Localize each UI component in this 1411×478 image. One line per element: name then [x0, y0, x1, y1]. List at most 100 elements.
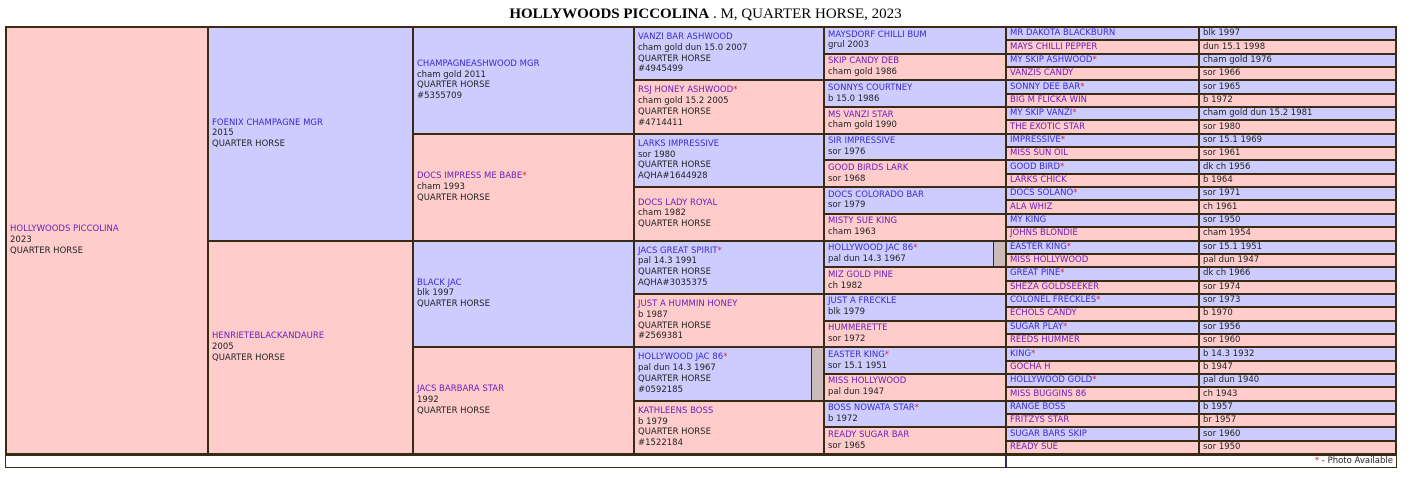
horse-link[interactable]: JUST A FRECKLE: [828, 296, 897, 307]
horse-link[interactable]: IMPRESSIVE: [1010, 135, 1061, 146]
horse-link[interactable]: DOCS LADY ROYAL: [638, 197, 718, 208]
horse-link[interactable]: JACS GREAT SPIRIT: [638, 245, 718, 256]
horse-link[interactable]: HOLLYWOODS PICCOLINA: [10, 224, 119, 235]
horse-link[interactable]: FRITZYS STAR: [1010, 415, 1070, 426]
horse-link[interactable]: HUMMERETTE: [828, 323, 888, 334]
horse-link[interactable]: GREAT PINE: [1010, 268, 1061, 279]
horse-link[interactable]: BOSS NOWATA STAR: [828, 403, 915, 414]
horse-link[interactable]: VANZIS CANDY: [1010, 68, 1074, 79]
horse-link[interactable]: GOOD BIRD: [1010, 161, 1061, 172]
horse-link[interactable]: DOCS IMPRESS ME BABE: [417, 170, 523, 181]
photo-star-icon[interactable]: *: [723, 352, 728, 363]
horse-detail: QUARTER HORSE: [212, 352, 285, 363]
horse-link[interactable]: MY SKIP VANZI: [1010, 108, 1073, 119]
horse-link[interactable]: READY SUE: [1010, 441, 1059, 452]
horse-link[interactable]: THE EXOTIC STAR: [1010, 121, 1085, 132]
horse-link[interactable]: FOENIX CHAMPAGNE MGR: [212, 117, 323, 128]
horse-link[interactable]: HOLLYWOOD JAC 86: [828, 243, 914, 254]
horse-link[interactable]: MIZ GOLD PINE: [828, 269, 893, 280]
horse-link[interactable]: LARKS IMPRESSIVE: [638, 138, 720, 149]
horse-link[interactable]: CHAMPAGNEASHWOOD MGR: [417, 58, 540, 69]
horse-link[interactable]: SHEZA GOLDSEEKER: [1010, 281, 1100, 292]
horse-link[interactable]: SUGAR BARS SKIP: [1010, 428, 1087, 439]
horse-link[interactable]: KATHLEENS BOSS: [638, 405, 714, 416]
horse-link[interactable]: SUGAR PLAY: [1010, 321, 1064, 332]
photo-star-icon[interactable]: *: [1066, 241, 1072, 252]
horse-link[interactable]: ALA WHIZ: [1010, 201, 1053, 212]
pedigree-cell-gen5: SUGAR BARS SKIP: [1006, 427, 1199, 441]
horse-link[interactable]: REEDS HUMMER: [1010, 335, 1080, 346]
horse-link[interactable]: DOCS COLORADO BAR: [828, 189, 924, 200]
horse-link[interactable]: MAYSDORF CHILLI BUM: [828, 29, 927, 40]
horse-link[interactable]: JOHNS BLONDIE: [1010, 228, 1078, 239]
horse-link[interactable]: HOLLYWOOD GOLD: [1010, 375, 1093, 386]
photo-star-icon[interactable]: *: [522, 170, 527, 181]
photo-star-icon[interactable]: *: [1060, 161, 1065, 172]
photo-star-icon[interactable]: *: [913, 243, 918, 254]
horse-link[interactable]: MR DAKOTA BLACKBURN: [1010, 28, 1116, 39]
pedigree-cell-gen4: MISS HOLLYWOOD pal dun 1947: [824, 373, 1006, 401]
horse-link[interactable]: MISS HOLLYWOOD: [828, 376, 907, 387]
horse-link[interactable]: KING: [1010, 348, 1032, 359]
horse-link[interactable]: SKIP CANDY DEB: [828, 56, 900, 67]
photo-star-icon[interactable]: *: [1060, 135, 1065, 146]
horse-link[interactable]: DOCS SOLANO: [1010, 188, 1074, 199]
horse-link[interactable]: GOCHA H: [1010, 361, 1051, 372]
horse-detail: blk 1979: [828, 307, 866, 318]
photo-star-icon[interactable]: *: [1096, 295, 1101, 306]
horse-link[interactable]: JUST A HUMMIN HONEY: [638, 298, 738, 309]
pedigree-cell-gen5: MY SKIP VANZI*: [1006, 107, 1199, 121]
pedigree-cell-gen5: COLONEL FRECKLES*: [1006, 293, 1199, 308]
horse-link[interactable]: COLONEL FRECKLES: [1010, 295, 1097, 306]
horse-link[interactable]: MISS SUN OIL: [1010, 148, 1068, 159]
horse-link[interactable]: MISTY SUE KING: [828, 216, 898, 227]
pedigree-cell-gen4: SONNYS COURTNEY b 15.0 1986: [824, 80, 1006, 108]
horse-link[interactable]: BIG M FLICKA WIN: [1010, 94, 1087, 105]
photo-star-icon[interactable]: *: [914, 403, 919, 414]
photo-star-icon[interactable]: *: [1031, 348, 1036, 359]
horse-detail: #2569381: [638, 331, 683, 342]
horse-link[interactable]: GOOD BIRDS LARK: [828, 162, 909, 173]
horse-detail-cell: sor 15.1 1951: [1199, 240, 1396, 254]
horse-link[interactable]: MY KING: [1010, 215, 1047, 226]
horse-link[interactable]: READY SUGAR BAR: [828, 429, 910, 440]
horse-link[interactable]: VANZI BAR ASHWOOD: [638, 32, 733, 43]
photo-star-icon[interactable]: *: [1063, 321, 1068, 332]
photo-star-icon[interactable]: *: [1092, 375, 1097, 386]
horse-link[interactable]: MISS BUGGINS 86: [1010, 388, 1087, 399]
photo-star-icon[interactable]: *: [733, 85, 738, 96]
photo-star-icon[interactable]: *: [1080, 81, 1085, 92]
horse-link[interactable]: HOLLYWOOD JAC 86: [638, 352, 724, 363]
horse-detail: QUARTER HORSE: [638, 267, 711, 278]
horse-link[interactable]: SONNYS COURTNEY: [828, 82, 913, 93]
horse-link[interactable]: SONNY DEE BAR: [1010, 81, 1081, 92]
horse-link[interactable]: MY SKIP ASHWOOD: [1010, 54, 1093, 65]
horse-detail-cell: sor 1980: [1199, 120, 1396, 134]
photo-star-icon[interactable]: *: [1073, 188, 1078, 199]
horse-link[interactable]: SIR IMPRESSIVE: [828, 136, 896, 147]
photo-star-icon[interactable]: *: [1072, 108, 1077, 119]
photo-star-icon[interactable]: *: [884, 349, 890, 360]
horse-link[interactable]: LARKS CHICK: [1010, 175, 1067, 186]
horse-detail-cell: b 1947: [1199, 360, 1396, 374]
horse-link[interactable]: EASTER KING: [828, 349, 885, 360]
horse-link[interactable]: HENRIETEBLACKANDAURE: [212, 331, 325, 342]
pedigree-cell-gen3: VANZI BAR ASHWOOD cham gold dun 15.0 2007…: [634, 27, 824, 81]
horse-link[interactable]: MISS HOLLYWOOD: [1010, 255, 1089, 266]
horse-detail: 1992: [417, 395, 439, 406]
horse-detail-cell: dk ch 1966: [1199, 267, 1396, 281]
horse-link[interactable]: ECHOLS CANDY: [1010, 308, 1077, 319]
pedigree-cell-gen5: MR DAKOTA BLACKBURN: [1006, 27, 1199, 41]
horse-link[interactable]: RANGE BOSS: [1010, 401, 1066, 412]
horse-detail: 2015: [212, 128, 234, 139]
horse-link[interactable]: MS VANZI STAR: [828, 109, 894, 120]
pedigree-cell-gen4: SIR IMPRESSIVE sor 1976: [824, 133, 1006, 161]
photo-star-icon[interactable]: *: [717, 245, 722, 256]
horse-link[interactable]: MAYS CHILLI PEPPER: [1010, 41, 1098, 52]
horse-link[interactable]: EASTER KING: [1010, 241, 1067, 252]
horse-link[interactable]: RSJ HONEY ASHWOOD: [638, 85, 734, 96]
photo-star-icon[interactable]: *: [1060, 268, 1065, 279]
photo-star-icon[interactable]: *: [1092, 54, 1097, 65]
horse-link[interactable]: BLACK JAC: [417, 277, 462, 288]
horse-link[interactable]: JACS BARBARA STAR: [417, 384, 504, 395]
